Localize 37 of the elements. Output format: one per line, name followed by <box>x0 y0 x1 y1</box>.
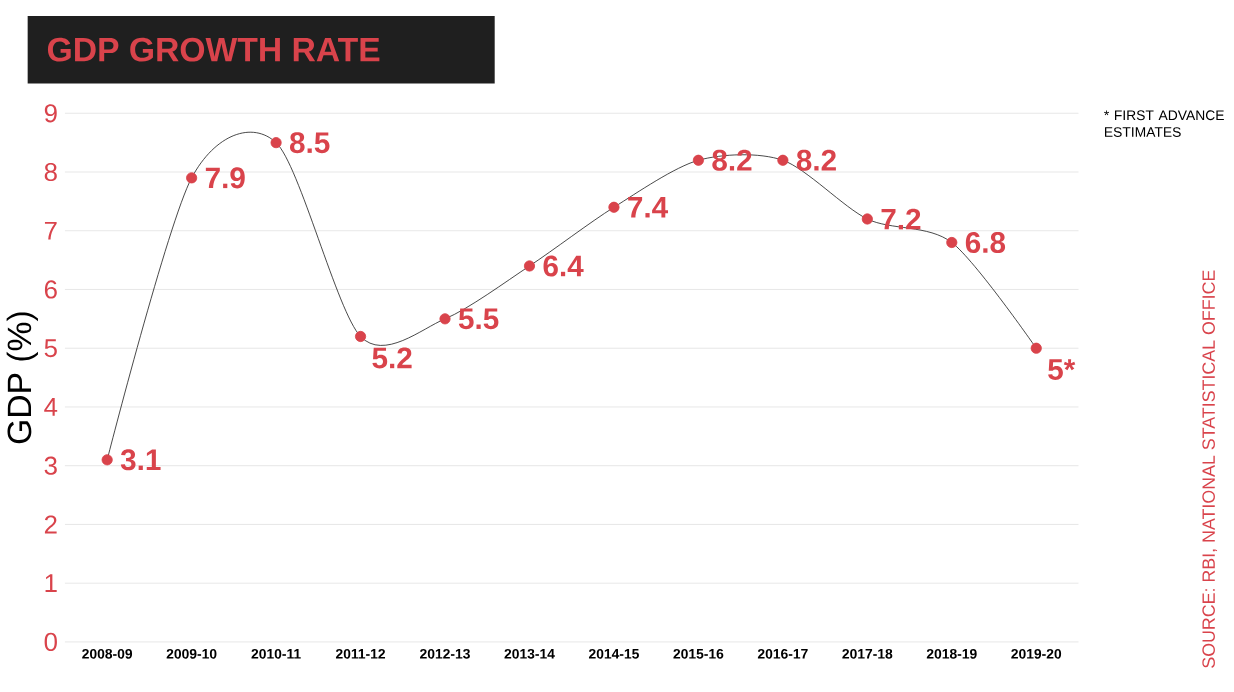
y-tick-label: 0 <box>44 632 57 652</box>
point <box>101 454 113 466</box>
point <box>1030 342 1042 354</box>
y-tick-label: 3 <box>44 456 57 475</box>
text: 5* <box>1048 359 1076 381</box>
text: 8.2 <box>712 149 752 171</box>
point <box>186 172 198 184</box>
text: 8.5 <box>289 132 330 154</box>
chart-title: GDP GROWTH RATE <box>47 37 380 62</box>
text: 8.2 <box>796 149 836 171</box>
text: 6.4 <box>543 255 584 277</box>
text: 5.2 <box>372 347 412 369</box>
point <box>355 331 367 343</box>
point <box>270 137 282 149</box>
y-tick-label: 5 <box>44 339 57 358</box>
point <box>439 313 451 325</box>
text: 7.9 <box>205 167 245 189</box>
point <box>523 260 536 272</box>
point <box>777 154 789 166</box>
point <box>861 213 873 225</box>
y-tick-label: 4 <box>44 398 58 416</box>
y-tick-label: 1 <box>45 574 57 593</box>
y-tick-label: 2 <box>44 515 57 534</box>
y-axis-title: GDP (%) <box>6 312 38 444</box>
text: 3.1 <box>120 449 161 471</box>
y-tick-label: 7 <box>44 222 57 240</box>
point <box>692 154 704 166</box>
point <box>946 237 958 249</box>
y-tick-label: 9 <box>44 104 57 123</box>
text: 7.4 <box>628 197 669 218</box>
text: 7.2 <box>881 208 921 230</box>
point <box>608 201 620 213</box>
text: 6.8 <box>965 232 1006 254</box>
y-tick-label: 8 <box>44 163 57 182</box>
source-note: SOURCE: RBI, NATIONAL STATISTICAL OFFICE <box>1202 270 1218 669</box>
y-tick-label: 6 <box>44 280 57 299</box>
text: 5.5 <box>458 308 499 330</box>
